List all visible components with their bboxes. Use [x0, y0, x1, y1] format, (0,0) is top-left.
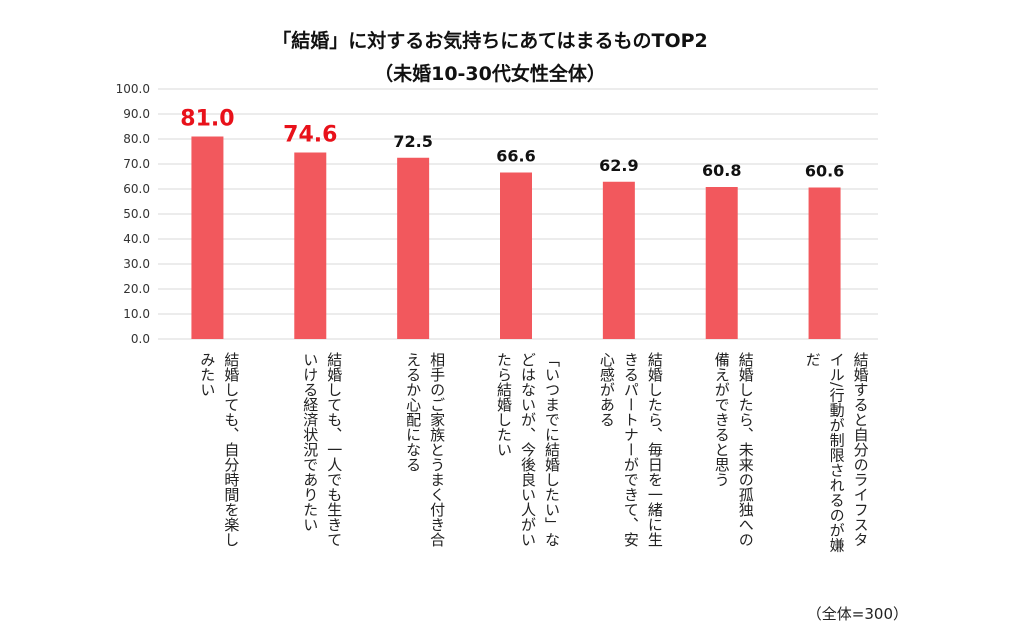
category-label: いける経済状況でありたい [301, 352, 319, 532]
data-label: 81.0 [180, 107, 234, 132]
bars [191, 136, 841, 339]
category-label: イル/行動が制限されるのが嫌 [828, 352, 846, 552]
data-labels: 81.0 74.6 72.5 66.6 62.9 60.8 60.6 [180, 107, 844, 181]
sample-size-note: （全体=300） [806, 605, 908, 623]
category-label: 結婚したら、毎日を一緒に生 [646, 352, 664, 547]
y-tick-label: 30.0 [123, 257, 150, 271]
y-tick-label: 10.0 [123, 307, 150, 321]
data-label: 62.9 [599, 156, 638, 175]
y-tick-label: 80.0 [123, 132, 150, 146]
y-tick-label: 60.0 [123, 182, 150, 196]
data-label: 74.6 [283, 123, 337, 148]
y-tick-label: 20.0 [123, 282, 150, 296]
category-label: 心感がある [598, 352, 616, 427]
data-label: 60.6 [805, 162, 844, 181]
category-label: 相手のご家族とうまく付き合 [428, 352, 446, 547]
y-tick-label: 100.0 [116, 82, 150, 96]
bar [808, 187, 841, 339]
category-label: どはないが、今後良い人がい [519, 352, 537, 547]
bar [500, 172, 532, 339]
y-tick-label: 50.0 [123, 207, 150, 221]
category-label: みたい [198, 352, 216, 397]
category-label: えるか心配になる [404, 352, 422, 472]
y-tick-label: 40.0 [123, 232, 150, 246]
bar [191, 136, 224, 339]
y-tick-label: 90.0 [123, 107, 150, 121]
category-label: 結婚すると自分のライフスタ [852, 352, 870, 547]
bar [705, 187, 738, 339]
category-label: 「いつまでに結婚したい」な [543, 352, 561, 547]
chart-title: 「結婚」に対するお気持ちにあてはまるものTOP2 [272, 29, 708, 52]
y-axis: 0.0 10.0 20.0 30.0 40.0 50.0 60.0 70.0 80.0 90.0 1… [116, 82, 150, 346]
category-label: だ [804, 352, 822, 367]
category-label: 結婚しても、一人でも生きて [325, 352, 343, 547]
y-tick-label: 0.0 [131, 332, 150, 346]
data-label: 60.8 [702, 161, 741, 180]
category-label: 備えができると思う [713, 352, 731, 487]
y-tick-label: 70.0 [123, 157, 150, 171]
bar [397, 157, 430, 339]
category-label: たら結婚したい [495, 352, 513, 457]
category-label: 結婚しても、自分時間を楽し [222, 352, 240, 547]
data-label: 66.6 [496, 147, 535, 166]
data-label: 72.5 [393, 132, 432, 151]
bar [602, 181, 635, 339]
chart-subtitle: （未婚10-30代女性全体） [374, 62, 606, 85]
category-label: 結婚したら、未来の孤独への [737, 352, 755, 547]
category-label: きるパートナーができて、安 [622, 352, 640, 547]
bar [294, 152, 327, 339]
